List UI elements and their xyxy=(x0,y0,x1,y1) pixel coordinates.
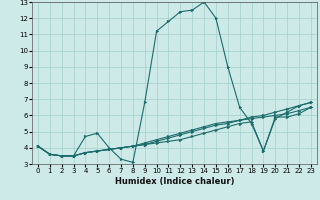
X-axis label: Humidex (Indice chaleur): Humidex (Indice chaleur) xyxy=(115,177,234,186)
